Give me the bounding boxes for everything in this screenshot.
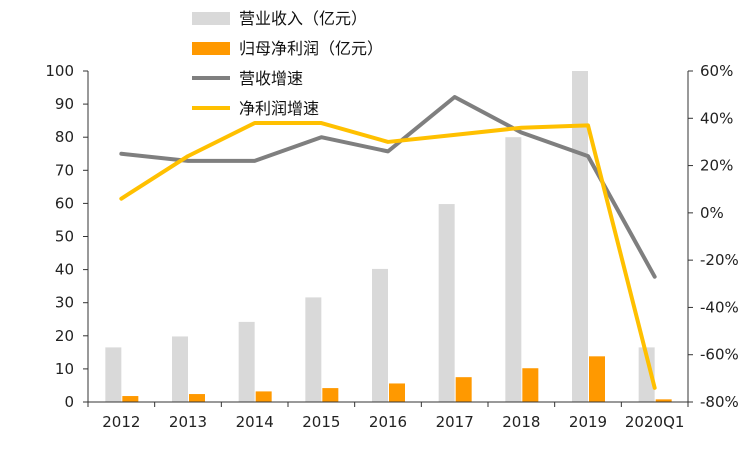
bar-net-profit-2017 [455, 377, 472, 402]
bar-revenue-2016 [372, 268, 388, 402]
bar-net-profit-2014 [255, 391, 272, 402]
x-tick-label: 2015 [302, 413, 340, 431]
legend-label-2: 营收增速 [239, 69, 303, 88]
y-left-tick-label: 10 [55, 360, 74, 378]
y-right-tick-label: 40% [700, 109, 733, 127]
y-left-tick-label: 20 [55, 327, 74, 345]
bar-net-profit-2016 [389, 383, 405, 402]
legend-label-3: 净利润增速 [239, 99, 319, 118]
line-profit-growth [119, 121, 657, 390]
x-tick-label: 2020Q1 [625, 413, 685, 431]
x-tick-label: 2016 [369, 413, 407, 431]
bar-net-profit-2018 [522, 368, 539, 402]
y-left-tick-label: 40 [55, 261, 74, 279]
bar-revenue-2019 [572, 71, 588, 402]
y-right-tick-label: 0% [700, 204, 724, 222]
bar-revenue-2018 [505, 137, 522, 402]
y-right-tick-label: -60% [700, 346, 739, 364]
y-left-tick-label: 50 [55, 228, 74, 246]
legend-swatch-1 [192, 42, 230, 55]
bar-revenue-2014 [238, 321, 255, 402]
axes: 0 10 20 30 40 50 60 70 80 90 100 -80% -60% -40% -20% 0%… [45, 62, 738, 431]
bar-revenue-2017 [438, 204, 455, 402]
y-left-tick-label: 100 [45, 62, 74, 80]
bar-revenue-2013 [172, 336, 188, 402]
x-tick-label: 2012 [102, 413, 140, 431]
bar-net-profit-2013 [189, 394, 205, 402]
y-right-tick-label: -40% [700, 298, 739, 316]
legend-label-1: 归母净利润（亿元） [239, 39, 383, 58]
legend-label-0: 营业收入（亿元） [239, 9, 367, 28]
y-left-tick-label: 90 [55, 95, 74, 113]
bar-revenue-2015 [305, 297, 322, 402]
y-right-tick-label: 20% [700, 157, 733, 175]
x-tick-label: 2017 [436, 413, 474, 431]
bar-net-profit-2015 [322, 388, 339, 402]
y-right-tick-label: 60% [700, 62, 733, 80]
x-tick-label: 2014 [236, 413, 274, 431]
x-tick-label: 2019 [569, 413, 607, 431]
bar-net-profit-2019 [589, 356, 605, 402]
bar-net-profit-2020Q1 [655, 399, 672, 402]
y-left-tick-label: 30 [55, 294, 74, 312]
bars [105, 71, 672, 402]
bar-revenue-2020Q1 [638, 347, 655, 402]
y-left-tick-label: 0 [64, 393, 74, 411]
lines [119, 95, 657, 390]
x-tick-label: 2013 [169, 413, 207, 431]
y-right-tick-label: -20% [700, 251, 739, 269]
y-left-tick-label: 70 [55, 161, 74, 179]
line-revenue-growth [119, 95, 657, 279]
x-tick-label: 2018 [502, 413, 540, 431]
y-right-tick-label: -80% [700, 393, 739, 411]
bar-net-profit-2012 [122, 396, 139, 402]
bar-revenue-2012 [105, 347, 122, 402]
legend-swatch-0 [192, 12, 230, 25]
y-left-tick-label: 80 [55, 128, 74, 146]
y-left-tick-label: 60 [55, 194, 74, 212]
